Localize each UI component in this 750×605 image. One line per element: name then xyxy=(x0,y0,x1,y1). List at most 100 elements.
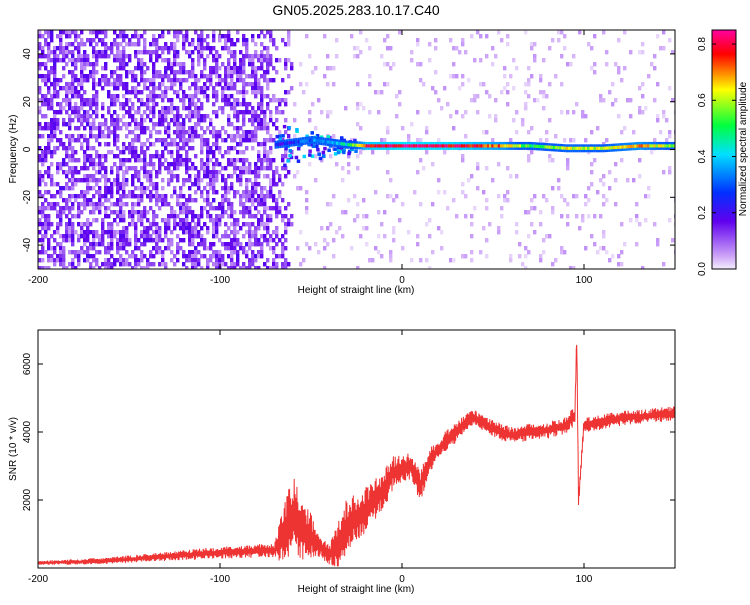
spectrogram-cell xyxy=(368,110,372,115)
spectrogram-cell xyxy=(272,78,276,83)
spectrogram-cell xyxy=(65,206,69,211)
spectrogram-cell xyxy=(179,218,183,223)
spectrogram-cell xyxy=(620,78,624,83)
spectrogram-cell xyxy=(245,194,249,199)
spectrogram-cell xyxy=(140,266,144,269)
spectrogram-cell xyxy=(332,194,336,199)
spectrogram-cell xyxy=(302,90,306,95)
spectrogram-cell xyxy=(527,250,531,255)
spectrogram-cell xyxy=(212,66,216,71)
spectrogram-cell xyxy=(233,66,237,71)
spectrogram-cell xyxy=(260,74,264,79)
spectrogram-cell xyxy=(197,118,201,123)
spectrogram-cell xyxy=(602,230,606,235)
spectrogram-cell xyxy=(311,144,316,149)
spectrogram-cell xyxy=(41,246,45,251)
spectrogram-cell xyxy=(197,250,201,255)
spectrogram-cell xyxy=(53,230,57,235)
spectrogram-cell xyxy=(335,54,339,59)
spectrogram-cell xyxy=(83,118,87,123)
spectrogram-cell xyxy=(278,190,282,195)
spectrogram-cell xyxy=(269,182,273,187)
spectrogram-cell xyxy=(230,82,234,87)
spectrogram-cell xyxy=(254,242,258,247)
spectrogram-cell xyxy=(158,198,162,203)
spectrogram-ridge-cell xyxy=(559,146,562,150)
spectrogram-cell xyxy=(392,62,396,67)
spectrogram-cell xyxy=(242,158,246,163)
spectrogram-cell xyxy=(104,54,108,59)
spectrogram-ridge-cell xyxy=(426,144,429,148)
spectrogram-cell xyxy=(215,178,219,183)
spectrogram-cell xyxy=(194,178,198,183)
spectrogram-cell xyxy=(629,218,633,223)
spectrogram-cell xyxy=(98,242,102,247)
spectrogram-cell xyxy=(71,82,75,87)
spectrogram-cell xyxy=(122,238,126,243)
spectrogram-cell xyxy=(245,50,249,55)
spectrogram-cell xyxy=(197,38,201,43)
spectrogram-cell xyxy=(623,30,627,35)
spectrogram-cell xyxy=(116,178,120,183)
spectrogram-cell xyxy=(197,182,201,187)
spectrogram-cell xyxy=(215,90,219,95)
spectrogram-cell xyxy=(539,78,543,83)
spectrogram-cell xyxy=(125,230,129,235)
spectrogram-cell xyxy=(212,182,216,187)
spectrogram-cell xyxy=(272,198,276,203)
spectrogram-cell xyxy=(185,78,189,83)
spectrogram-cell xyxy=(260,162,264,167)
spectrogram-cell xyxy=(260,126,264,131)
spectrogram-cell xyxy=(65,230,69,235)
spectrogram-cell xyxy=(131,154,135,159)
spectrogram-cell xyxy=(104,30,108,35)
spectrogram-cell xyxy=(68,218,72,223)
spectrogram-cell xyxy=(200,178,204,183)
spectrogram-cell xyxy=(257,182,261,187)
spectrogram-cell xyxy=(458,86,462,91)
spectrogram-cell xyxy=(119,34,123,39)
spectrogram-cell xyxy=(38,222,42,227)
spectrogram-cell xyxy=(86,62,90,67)
spectrogram-x-tick-label: 100 xyxy=(576,275,593,286)
spectrogram-cell xyxy=(275,234,279,239)
spectrogram-cell xyxy=(221,234,225,239)
spectrogram-cell xyxy=(602,234,606,239)
spectrogram-cell xyxy=(92,210,96,215)
spectrogram-cell xyxy=(161,110,165,115)
spectrogram-cell xyxy=(284,214,288,219)
spectrogram-cell xyxy=(107,54,111,59)
spectrogram-cell xyxy=(245,190,249,195)
spectrogram-cell xyxy=(122,54,126,59)
spectrogram-cell xyxy=(41,226,45,231)
spectrogram-cell xyxy=(107,90,111,95)
spectrogram-cell xyxy=(242,194,246,199)
spectrogram-cell xyxy=(251,230,255,235)
spectrogram-cell xyxy=(83,50,87,55)
spectrogram-cell xyxy=(221,166,225,171)
spectrogram-cell xyxy=(62,258,66,263)
spectrogram-cell xyxy=(212,174,216,179)
spectrogram-cell xyxy=(116,146,120,151)
spectrogram-cell xyxy=(44,150,48,155)
spectrogram-cell xyxy=(107,94,111,99)
spectrogram-cell xyxy=(161,94,165,99)
spectrogram-cell xyxy=(227,254,231,259)
spectrogram-cell xyxy=(158,194,162,199)
spectrogram-cell xyxy=(134,262,138,267)
spectrogram-cell xyxy=(227,70,231,75)
spectrogram-cell xyxy=(47,122,51,127)
spectrogram-cell xyxy=(269,58,273,63)
spectrogram-cell xyxy=(284,222,288,227)
spectrogram-cell xyxy=(185,30,189,35)
spectrogram-cell xyxy=(47,74,51,79)
spectrogram-cell xyxy=(272,182,276,187)
spectrogram-cell xyxy=(77,234,81,239)
spectrogram-cell xyxy=(53,146,57,151)
spectrogram-cell xyxy=(185,258,189,263)
spectrogram-cell xyxy=(53,62,57,67)
spectrogram-cell xyxy=(80,234,84,239)
spectrogram-cell xyxy=(269,30,273,35)
spectrogram-cell xyxy=(266,66,270,71)
spectrogram-cell xyxy=(506,102,510,107)
